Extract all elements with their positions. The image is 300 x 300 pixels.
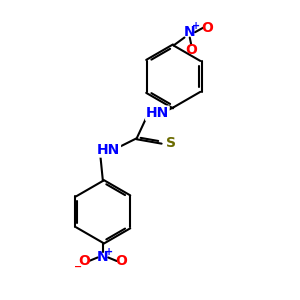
Text: +: + — [192, 21, 200, 31]
Text: N: N — [184, 25, 196, 39]
Text: O: O — [115, 254, 127, 268]
Text: O: O — [202, 21, 213, 35]
Text: HN: HN — [146, 106, 169, 120]
Text: S: S — [166, 136, 176, 150]
Text: HN: HN — [97, 143, 120, 157]
Text: +: + — [105, 247, 113, 257]
Text: N: N — [97, 250, 109, 265]
Text: O: O — [185, 43, 197, 57]
Text: −: − — [74, 262, 82, 272]
Text: O: O — [79, 254, 91, 268]
